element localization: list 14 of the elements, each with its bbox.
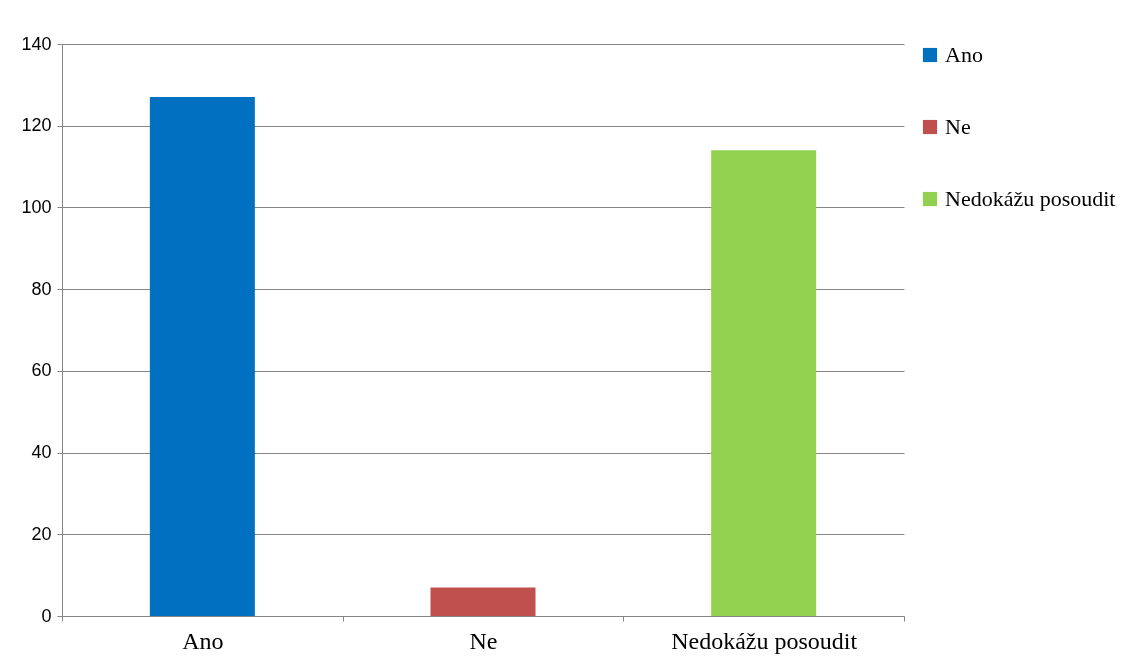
y-tick-label: 20	[31, 523, 52, 544]
x-tick-label: Ne	[469, 627, 498, 654]
y-tick-label: 140	[21, 33, 52, 54]
x-tick-label: Ano	[182, 627, 224, 654]
y-tick-label: 120	[21, 115, 52, 136]
legend-label: Ano	[945, 42, 983, 67]
y-tick-label: 100	[21, 196, 52, 217]
y-tick-label: 0	[41, 605, 52, 626]
x-tick-label: Nedokážu posoudit	[671, 627, 858, 654]
y-tick-label: 60	[31, 360, 52, 381]
y-tick-label: 40	[31, 442, 52, 463]
legend-label: Ne	[945, 114, 971, 139]
legend-label: Nedokážu posoudit	[945, 186, 1116, 211]
y-tick-label: 80	[31, 278, 52, 299]
